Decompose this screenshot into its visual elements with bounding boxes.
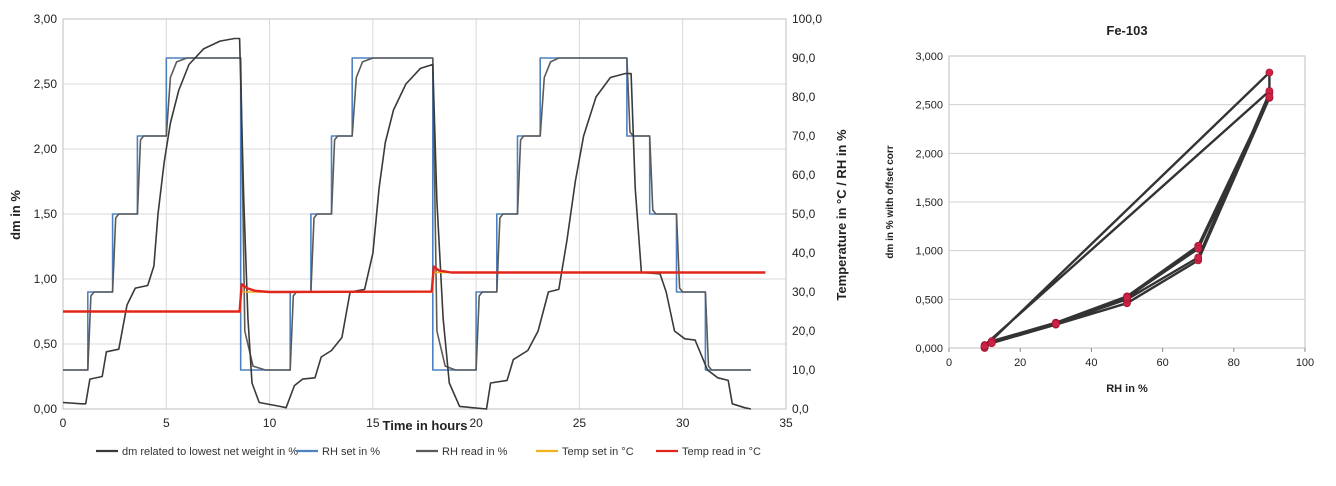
y-tick-label: 0,000 (915, 343, 943, 355)
data-point (1265, 68, 1274, 77)
y2-tick-label: 70,0 (792, 129, 816, 143)
y2-tick-label: 30,0 (792, 285, 816, 299)
y2-tick-label: 0,0 (792, 402, 809, 416)
x-tick-label: 0 (946, 357, 952, 369)
left-chart-gridlines (62, 18, 787, 410)
y2-tick-label: 100,0 (792, 12, 822, 26)
legend-label: Temp set in °C (562, 446, 634, 458)
legend: dm related to lowest net weight in % RH s… (96, 446, 761, 458)
right-y-axis-title: dm in % with offset corr (885, 145, 896, 258)
left-y-tick-labels: 0,00 0,50 1,00 1,50 2,00 2,50 3,00 (34, 12, 58, 416)
x-tick-label: 60 (1156, 357, 1168, 369)
y2-tick-label: 40,0 (792, 246, 816, 260)
legend-label: dm related to lowest net weight in % (122, 446, 298, 458)
x-tick-labels: 0 5 10 15 20 25 30 35 (60, 416, 793, 430)
data-point (1194, 244, 1203, 253)
y2-tick-label: 10,0 (792, 363, 816, 377)
left-chart-series (62, 37, 766, 410)
y-tick-label: 0,500 (915, 294, 943, 306)
y-tick-label: 1,000 (915, 246, 943, 258)
series-line (63, 265, 766, 313)
y-tick-label: 3,000 (915, 51, 943, 63)
time-series-chart: 0,00 0,50 1,00 1,50 2,00 2,50 3,00 0,0 10,0 20,0… (8, 12, 849, 458)
y-tick-label: 2,50 (34, 77, 58, 91)
x-tick-label: 20 (1014, 357, 1026, 369)
y-tick-label: 2,500 (915, 100, 943, 112)
data-point (1123, 293, 1131, 302)
y-tick-label: 1,500 (915, 197, 943, 209)
x-tick-label: 25 (573, 416, 587, 430)
chart-title: Fe-103 (1106, 23, 1147, 38)
data-point (1265, 92, 1274, 101)
y-tick-label: 0,00 (34, 402, 58, 416)
x-tick-label: 0 (60, 416, 67, 430)
sorption-isotherm-chart: Fe-103 0,000 0,500 1,000 1,500 2,000 2,500 3,0… (885, 23, 1314, 395)
y2-tick-label: 50,0 (792, 207, 816, 221)
x-axis-title: Time in hours (383, 418, 468, 433)
x-tick-label: 10 (263, 416, 277, 430)
left-chart-axes (62, 18, 787, 410)
y-tick-label: 2,00 (34, 142, 58, 156)
right-chart-axes (948, 55, 1306, 352)
x-tick-label: 35 (779, 416, 793, 430)
legend-label: RH set in % (322, 446, 380, 458)
right-chart-y-tick-labels: 0,000 0,500 1,000 1,500 2,000 2,500 3,000 (915, 51, 943, 355)
y-tick-label: 1,00 (34, 272, 58, 286)
y2-axis-title: Temperature in °C / RH in % (834, 129, 849, 301)
data-point (980, 342, 989, 350)
x-tick-label: 80 (1228, 357, 1240, 369)
y2-tick-label: 60,0 (792, 168, 816, 182)
right-y-tick-labels: 0,0 10,0 20,0 30,0 40,0 50,0 60,0 70,0 80,0 90,0 1… (792, 12, 822, 416)
legend-label: RH read in % (442, 446, 508, 458)
y-tick-label: 2,000 (915, 148, 943, 160)
y-axis-title: dm in % (8, 190, 23, 240)
y2-tick-label: 80,0 (792, 90, 816, 104)
plot-frame (62, 18, 787, 410)
plot-frame (948, 55, 1306, 349)
series-line (62, 37, 752, 410)
right-chart-x-tick-labels: 0 20 40 60 80 100 (946, 357, 1314, 369)
x-tick-label: 5 (163, 416, 170, 430)
right-chart-series (980, 68, 1274, 352)
legend-label: Temp read in °C (682, 446, 761, 458)
x-tick-label: 15 (366, 416, 380, 430)
data-point (987, 339, 996, 348)
data-point (1051, 319, 1060, 328)
x-tick-label: 20 (469, 416, 483, 430)
data-point (1194, 253, 1203, 262)
y-tick-label: 1,50 (34, 207, 58, 221)
y2-tick-label: 20,0 (792, 324, 816, 338)
x-tick-label: 100 (1296, 357, 1314, 369)
y-tick-label: 0,50 (34, 337, 58, 351)
x-tick-label: 30 (676, 416, 690, 430)
y-tick-label: 3,00 (34, 12, 58, 26)
x-tick-label: 40 (1085, 357, 1097, 369)
right-x-axis-title: RH in % (1106, 383, 1148, 395)
y2-tick-label: 90,0 (792, 51, 816, 65)
